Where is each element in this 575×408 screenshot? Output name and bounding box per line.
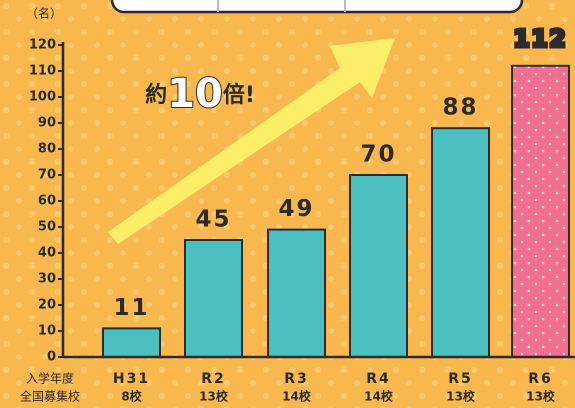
data-label: 11 [113,295,149,321]
data-label: 70 [360,142,396,168]
y-tick-label: 0 [47,350,56,365]
y-tick-label: 10 [38,324,56,339]
annotation-part: 約 [145,82,167,108]
bar-dots [513,67,568,356]
bar [268,230,325,357]
y-tick-label: 20 [38,298,56,313]
y-tick-label: 120 [29,38,56,53]
row-header: 全国募集校 [20,389,80,404]
bar [103,328,160,357]
bar [185,240,242,357]
y-tick-label: 110 [29,64,56,79]
y-tick-label: 80 [38,142,56,157]
y-tick-label: 30 [38,272,56,287]
data-label: 112 [513,27,567,53]
y-tick-label: 100 [29,90,56,105]
x-tick-label: R3 [284,371,309,387]
annotation-part: 10 [167,71,223,117]
bar [350,175,407,357]
bar [432,128,489,357]
row-header: 入学年度 [26,371,74,386]
x-tick-label: R5 [448,371,473,387]
x-tick-label: R4 [366,371,391,387]
data-label: 45 [195,207,231,233]
y-tick-label: 70 [38,168,56,183]
school-count: 14校 [364,389,394,404]
school-count: 14校 [282,389,312,404]
school-count: 13校 [446,389,476,404]
y-tick-label: 50 [38,220,56,235]
data-label: 88 [442,95,478,121]
x-tick-label: R2 [201,371,226,387]
header-box [112,0,522,12]
school-count: 8校 [121,389,142,404]
y-axis-label: （名） [26,6,62,21]
chart: （名） 約10倍! 入学年度 全国募集校 0102030405060708090… [0,0,575,408]
data-label: 49 [278,196,314,222]
x-tick-label: R6 [528,371,553,387]
y-tick-label: 60 [38,194,56,209]
y-tick-label: 40 [38,246,56,261]
x-tick-label: H31 [113,371,150,387]
school-count: 13校 [526,389,556,404]
annotation-part: 倍! [223,82,255,108]
y-tick-label: 90 [38,116,56,131]
school-count: 13校 [199,389,229,404]
